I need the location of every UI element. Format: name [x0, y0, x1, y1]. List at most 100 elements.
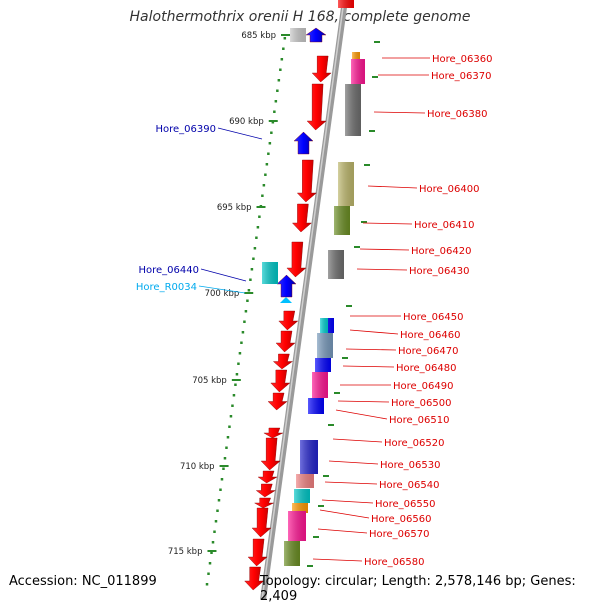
gene-function-bar-shade — [338, 162, 354, 206]
gene-label: Hore_06530 — [380, 460, 441, 471]
forward-gene-arrow — [255, 483, 277, 498]
forward-gene-arrow — [257, 470, 278, 484]
gene-function-bar-shade — [317, 333, 333, 358]
reverse-gene-arrow — [305, 27, 327, 43]
ruler-dot — [280, 58, 284, 61]
gene-function-bar-shade — [262, 262, 278, 284]
gene-label: Hore_06430 — [409, 266, 470, 277]
gene-leader-line — [332, 438, 383, 443]
ruler-tick-label: 715 kbp — [168, 547, 203, 557]
gene-label: Hore_06410 — [414, 220, 475, 231]
ruler-tick-label: 700 kbp — [205, 289, 240, 299]
gene-leader-line — [328, 460, 379, 465]
ruler-tick-label: 705 kbp — [192, 376, 227, 386]
gene-function-bar-shade — [308, 398, 324, 414]
gene-function-bar-shade — [284, 541, 300, 566]
forward-gene-arrow — [260, 437, 281, 471]
forward-gene-arrow — [296, 159, 317, 203]
forward-gene-arrow — [291, 203, 312, 233]
forward-gene-arrow — [244, 566, 265, 591]
ruler-dot — [235, 373, 239, 376]
gene-leader-line — [362, 222, 413, 225]
ruler-dot — [222, 467, 225, 470]
gene-leader-line — [198, 285, 246, 294]
gene-leader-line — [349, 329, 399, 335]
gene-label: Hore_06510 — [389, 415, 450, 426]
ruler-dot — [274, 100, 278, 103]
gene-label: Hore_06570 — [369, 529, 430, 540]
forward-gene-arrow — [286, 241, 307, 278]
gene-function-bar-shade — [345, 84, 361, 136]
ruler-dot — [213, 530, 216, 533]
ruler-dot — [283, 37, 287, 40]
gene-function-bar-shade — [290, 28, 306, 42]
ruler-dot — [214, 520, 218, 523]
gene-label: Hore_06560 — [371, 514, 432, 525]
gene-label: Hore_06460 — [400, 330, 461, 341]
forward-gene-arrow — [247, 538, 268, 567]
ruler-dot — [238, 352, 242, 355]
ruler-dot — [207, 572, 210, 575]
forward-gene-arrow — [270, 369, 291, 393]
ruler-dot — [243, 320, 246, 323]
ruler-dot — [219, 488, 222, 491]
ruler-dot — [268, 142, 272, 145]
ruler-dot — [237, 362, 240, 365]
gene-leader-line — [342, 365, 395, 368]
ruler-dot — [244, 310, 248, 313]
gene-leader-line — [200, 268, 247, 282]
gene-leader-line — [312, 558, 363, 562]
accession-text: Accession: NC_011899 — [9, 574, 157, 589]
ruler-dot — [205, 583, 209, 586]
gene-leader-line — [373, 111, 426, 114]
gene-label: Hore_06540 — [379, 480, 440, 491]
map-title: Halothermothrix orenii H 168, complete g… — [129, 9, 471, 25]
gene-function-bar-shade — [338, 0, 354, 8]
gene-function-bar-shade — [296, 474, 314, 488]
reverse-gene-arrow — [293, 131, 314, 155]
ruler-dot — [247, 289, 251, 292]
ruler-dot — [246, 299, 249, 302]
ruler-dot — [210, 551, 213, 554]
ruler-tick-label: 690 kbp — [229, 117, 264, 127]
ruler-dot — [271, 121, 275, 124]
forward-gene-arrow — [272, 353, 294, 370]
gene-label: Hore_06370 — [431, 71, 492, 82]
gene-label: Hore_06500 — [391, 398, 452, 409]
gene-leader-line — [337, 400, 390, 403]
ruler-tick-label: 695 kbp — [217, 203, 252, 213]
ruler-dot — [223, 457, 227, 460]
gene-leader-line — [324, 481, 378, 485]
gene-label: Hore_R0034 — [136, 282, 197, 293]
gene-label: Hore_06440 — [139, 265, 200, 276]
ruler-dot — [234, 383, 237, 386]
reverse-gene-arrow — [276, 274, 297, 298]
ruler-dot — [250, 268, 254, 271]
forward-gene-arrow — [306, 83, 327, 131]
ruler-dot — [267, 152, 270, 155]
gene-label: Hore_06480 — [396, 363, 457, 374]
gene-leader-line — [335, 409, 388, 420]
gene-leader-line — [345, 348, 397, 351]
gene-leader-line — [217, 127, 263, 140]
ruler-tick-label: 685 kbp — [241, 31, 276, 41]
ruler-dot — [252, 257, 255, 260]
gene-label: Hore_06380 — [427, 109, 488, 120]
ruler-dot — [231, 404, 234, 407]
ruler-dot — [216, 509, 219, 512]
gene-function-bar-shade — [320, 318, 328, 333]
genome-backbone — [260, 0, 348, 600]
gene-function-bar-shade — [294, 489, 310, 503]
ruler-dot — [240, 341, 243, 344]
gene-label: Hore_06390 — [156, 124, 217, 135]
gene-function-bar-shade — [292, 503, 308, 513]
gene-label: Hore_06490 — [393, 381, 454, 392]
ruler-dot — [208, 562, 212, 565]
ruler-dot — [265, 163, 269, 166]
ruler-dot — [262, 184, 266, 187]
gene-label: Hore_06420 — [411, 246, 472, 257]
forward-gene-arrow — [275, 330, 296, 353]
forward-gene-arrow — [311, 55, 332, 83]
gene-label: Hore_06450 — [403, 312, 464, 323]
